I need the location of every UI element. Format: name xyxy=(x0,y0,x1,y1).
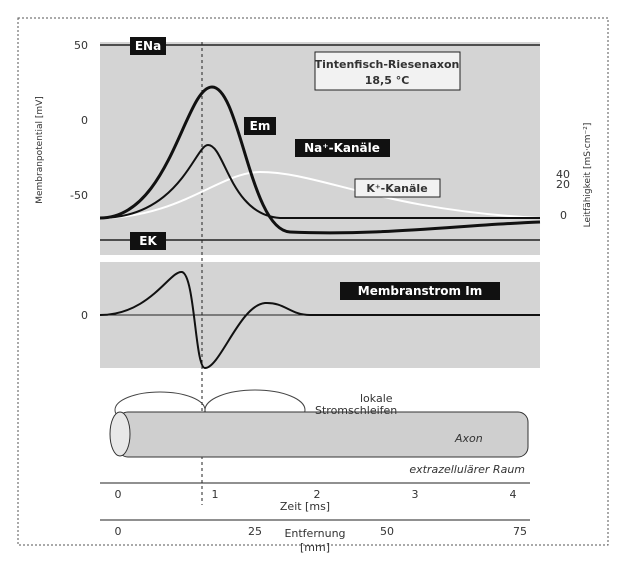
axon-label: Axon xyxy=(454,432,483,445)
na-label: Na⁺-Kanäle xyxy=(304,141,380,155)
tick-label: 50 xyxy=(380,525,394,538)
tick-label: 25 xyxy=(248,525,262,538)
axon-end xyxy=(109,411,131,457)
ena-label: ENa xyxy=(135,39,161,53)
current-label: Membranstrom Im xyxy=(358,284,482,298)
tick-label: -50 xyxy=(70,189,88,202)
label-box xyxy=(314,51,461,91)
axis-title: Zeit [ms] xyxy=(280,500,330,513)
na-curve xyxy=(99,143,540,219)
axis-title: Entfernung xyxy=(284,527,345,540)
label-box xyxy=(340,282,500,300)
label-box xyxy=(295,139,390,157)
temperature-label: 18,5 °C xyxy=(365,74,410,87)
current-curve xyxy=(99,271,540,370)
tick-label: 20 xyxy=(556,178,570,191)
loops-label: lokale xyxy=(360,392,393,405)
tick-label: 50 xyxy=(74,39,88,52)
axis-title: Membranpotential [mV] xyxy=(35,96,45,204)
k-curve xyxy=(99,170,541,219)
tick-label: 40 xyxy=(556,168,570,181)
tick-label: 0 xyxy=(81,309,88,322)
label-box xyxy=(130,37,166,55)
label-box xyxy=(130,232,166,250)
tick-label: 0 xyxy=(81,114,88,127)
label-box xyxy=(244,117,276,135)
species-label: Tintenfisch-Riesenaxon xyxy=(315,58,460,71)
frame xyxy=(17,17,609,546)
loops-label: Stromschleifen xyxy=(315,404,397,417)
tick-label: 2 xyxy=(314,488,321,501)
em-label: Em xyxy=(250,119,271,133)
tick-label: 3 xyxy=(412,488,419,501)
axis-title: [mm] xyxy=(300,541,330,554)
k-label: K⁺-Kanäle xyxy=(366,182,427,195)
tick-label: 0 xyxy=(115,525,122,538)
tick-label: 4 xyxy=(510,488,517,501)
label-box xyxy=(354,178,441,198)
tick-label: 75 xyxy=(513,525,527,538)
tick-label: 0 xyxy=(115,488,122,501)
em-curve xyxy=(99,85,541,235)
space-label: extrazellulärer Raum xyxy=(409,463,525,476)
tick-label: 1 xyxy=(212,488,219,501)
tick-label: 0 xyxy=(560,209,567,222)
ek-label: EK xyxy=(139,234,157,248)
axis-title: Leitfähigkeit [mS·cm⁻²] xyxy=(583,123,593,228)
